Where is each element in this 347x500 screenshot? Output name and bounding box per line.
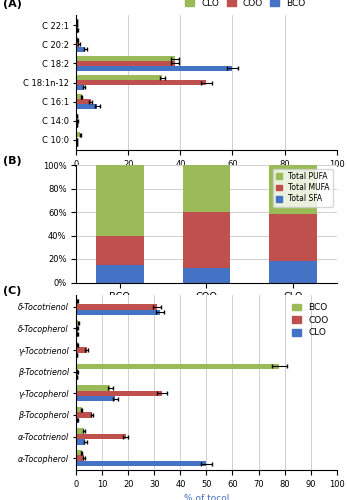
Bar — [76, 18, 77, 23]
Bar — [76, 56, 175, 61]
Bar — [76, 390, 162, 396]
Bar — [183, 165, 230, 212]
Bar — [76, 331, 78, 336]
Bar — [76, 118, 77, 123]
Bar — [76, 320, 78, 326]
Bar — [76, 396, 115, 402]
X-axis label: % of fatty acid: % of fatty acid — [174, 174, 239, 184]
Bar — [76, 353, 77, 358]
Bar — [76, 85, 84, 89]
Bar — [76, 304, 157, 310]
Bar — [76, 439, 85, 444]
Bar — [96, 265, 144, 282]
Bar — [76, 42, 79, 47]
Bar — [76, 374, 77, 380]
Bar — [96, 165, 144, 236]
Bar — [76, 364, 279, 369]
Bar — [76, 99, 91, 104]
Bar — [269, 262, 317, 282]
Bar — [76, 61, 175, 66]
Bar — [76, 434, 126, 439]
Bar — [76, 80, 206, 85]
Legend: BCO, COO, CLO: BCO, COO, CLO — [288, 300, 332, 341]
Bar — [183, 212, 230, 268]
Bar — [76, 456, 84, 461]
Bar — [76, 299, 78, 304]
Bar — [76, 114, 77, 118]
X-axis label: % of tocol: % of tocol — [184, 494, 229, 500]
Bar — [76, 123, 77, 128]
Text: (A): (A) — [3, 0, 22, 9]
Legend: CLO, COO, BCO: CLO, COO, BCO — [181, 0, 310, 12]
Bar — [76, 342, 78, 347]
Bar — [76, 104, 97, 108]
Bar — [269, 165, 317, 214]
Bar — [76, 348, 87, 353]
Bar — [183, 268, 230, 282]
Legend: Total PUFA, Total MUFA, Total SFA: Total PUFA, Total MUFA, Total SFA — [273, 169, 333, 206]
Bar — [76, 461, 206, 466]
Bar — [76, 385, 110, 390]
Bar — [76, 428, 84, 434]
Bar — [76, 132, 80, 137]
Bar — [76, 369, 78, 374]
Bar — [269, 214, 317, 262]
Bar — [76, 47, 85, 52]
Bar — [76, 94, 82, 99]
Text: (B): (B) — [3, 156, 22, 166]
Bar — [76, 23, 77, 28]
Bar — [76, 326, 78, 331]
Bar — [76, 142, 77, 146]
Bar — [76, 66, 232, 70]
Bar — [76, 310, 160, 315]
Bar — [76, 418, 78, 423]
Bar — [76, 137, 77, 142]
Bar — [76, 38, 78, 42]
Bar — [76, 450, 82, 456]
Bar — [76, 28, 78, 32]
Bar — [96, 236, 144, 265]
Text: (C): (C) — [3, 286, 22, 296]
Bar — [76, 76, 162, 80]
Bar — [76, 412, 92, 418]
Bar — [76, 407, 82, 412]
